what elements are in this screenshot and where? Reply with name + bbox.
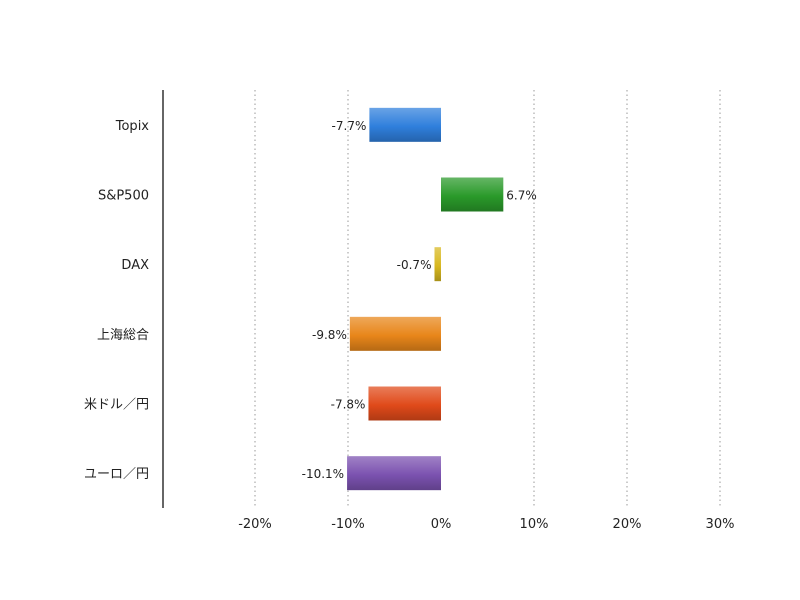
labels: -7.7% Topix 6.7% S&P500 -0.7% DAX -9.8% 上海総合 -7.… [84,119,734,532]
category-label: 上海総合 [97,328,149,343]
data-label: -9.8% [312,328,347,342]
bar-5 [368,386,441,421]
bar-4 [349,316,441,351]
data-label: -7.7% [332,119,367,133]
category-label: S&P500 [98,189,149,204]
category-label: 米ドル／円 [84,398,149,413]
data-label: 6.7% [506,189,537,203]
x-tick-label: 30% [706,517,735,532]
data-label: -7.8% [331,398,366,412]
x-tick-label: -10% [331,517,365,532]
bar-2 [441,177,504,212]
bars [347,107,504,491]
bar-6 [347,456,441,491]
bar-3 [434,247,441,282]
category-label: Topix [115,119,150,134]
data-label: -10.1% [302,467,344,481]
category-label: ユーロ／円 [84,467,149,482]
x-tick-label: 0% [431,517,452,532]
x-tick-label: 10% [520,517,549,532]
x-tick-label: 20% [613,517,642,532]
grid-lines [254,90,721,508]
data-label: -0.7% [397,258,432,272]
category-label: DAX [121,258,149,273]
x-tick-label: -20% [238,517,272,532]
bar-1 [369,107,441,142]
